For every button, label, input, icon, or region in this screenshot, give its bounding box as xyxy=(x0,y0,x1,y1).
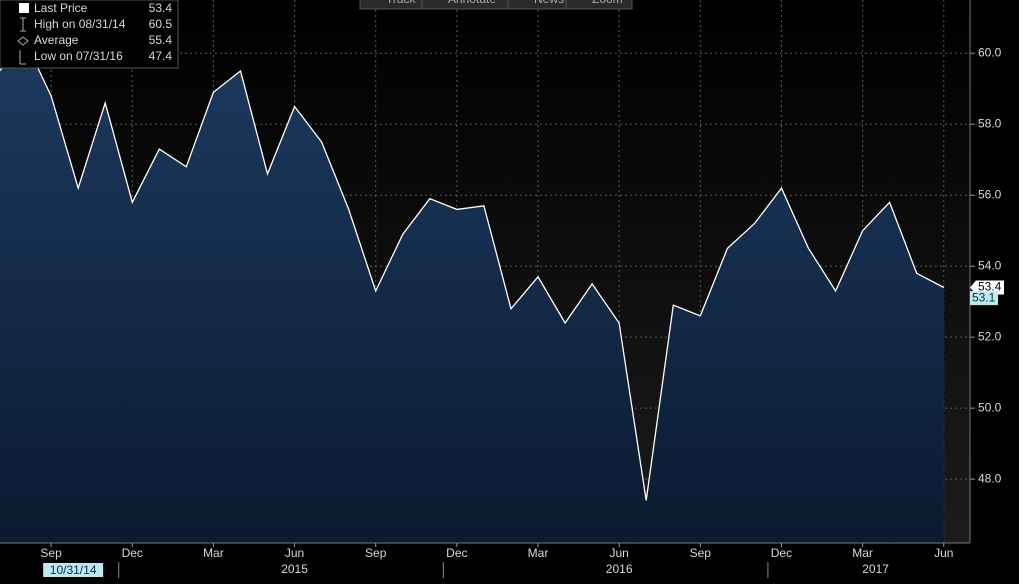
x-tick-label: Dec xyxy=(446,546,467,560)
plot xyxy=(0,37,945,543)
second-tag: 53.1 xyxy=(972,290,996,304)
y-tick-label: 56.0 xyxy=(978,187,1002,201)
y-tick-label: 58.0 xyxy=(978,116,1002,130)
x-tick-label: Mar xyxy=(528,546,549,560)
x-tick-label: Dec xyxy=(771,546,792,560)
legend-label: Low on 07/31/16 xyxy=(34,49,123,63)
legend-swatch xyxy=(19,3,29,13)
y-tick-label: 52.0 xyxy=(978,329,1002,343)
axes: 48.0 50.0 52.0 54.0 56.0 58.0 60.0 Sep Dec Mar Jun… xyxy=(40,45,1004,578)
toolbar-label[interactable]: News xyxy=(534,0,564,6)
year-label: 2016 xyxy=(606,562,633,576)
x-tick-label: Jun xyxy=(609,546,628,560)
x-tick-label: Sep xyxy=(40,546,62,560)
legend-label: Last Price xyxy=(34,1,88,15)
toolbar-label[interactable]: Zoom xyxy=(592,0,623,6)
x-tick-label: Dec xyxy=(122,546,143,560)
cursor-date-box xyxy=(43,563,104,577)
x-tick-label: Sep xyxy=(690,546,712,560)
x-tick-label: Jun xyxy=(934,546,953,560)
legend-icons xyxy=(19,17,26,65)
legend-value: 55.4 xyxy=(149,33,173,47)
year-label: 2017 xyxy=(862,562,889,576)
toolbar-label[interactable]: Annotate xyxy=(448,0,496,6)
last-tag: 53.4 xyxy=(978,280,1002,294)
second-tag-box xyxy=(970,291,998,306)
x-tick-label: Mar xyxy=(203,546,224,560)
toolbar-button[interactable] xyxy=(359,0,423,10)
y-tick-label: 50.0 xyxy=(978,400,1002,414)
legend-icon xyxy=(17,36,29,46)
last-tag-box xyxy=(970,280,1004,295)
y-tick-label: 48.0 xyxy=(978,471,1002,485)
y-tick-label: 60.0 xyxy=(978,45,1002,59)
year-label: 2015 xyxy=(281,562,308,576)
x-tick-label: Sep xyxy=(365,546,387,560)
cursor-date: 10/31/14 xyxy=(50,563,97,577)
x-tick-label: Mar xyxy=(852,546,873,560)
legend-label: Average xyxy=(34,33,79,47)
toolbar-label[interactable]: Track xyxy=(386,0,417,6)
legend-value: 47.4 xyxy=(149,49,173,63)
legend-label: High on 08/31/14 xyxy=(34,17,126,31)
line xyxy=(0,37,945,501)
legend-value: 60.5 xyxy=(149,17,173,31)
toolbar-button[interactable] xyxy=(421,0,509,10)
toolbar-button[interactable] xyxy=(565,0,633,10)
toolbar: Track Annotate News Zoom xyxy=(359,0,633,10)
area xyxy=(0,39,944,543)
legend-box xyxy=(0,0,179,69)
y-tick-label: 54.0 xyxy=(978,258,1002,272)
legend: Last Price 53.4 High on 08/31/14 60.5 Av… xyxy=(0,0,179,69)
legend-value: 53.4 xyxy=(149,1,173,15)
x-tick-label: Jun xyxy=(285,546,304,560)
toolbar-button[interactable] xyxy=(507,0,567,10)
